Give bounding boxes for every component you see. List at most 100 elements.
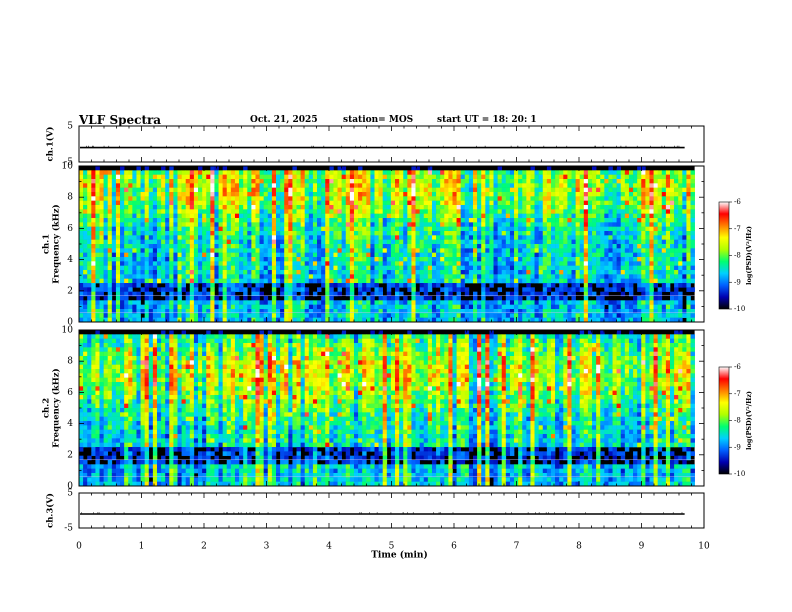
spectrogram-cell — [411, 200, 416, 206]
spectrogram-cell — [542, 270, 548, 275]
spectrogram-cell — [95, 187, 100, 193]
spectrogram-cell — [198, 291, 203, 297]
spectrogram-cell — [567, 265, 572, 271]
spectrogram-cell — [579, 192, 585, 197]
spectrogram-cell — [645, 317, 650, 323]
spectrogram-cell — [337, 231, 342, 236]
spectrogram-cell — [514, 209, 519, 214]
spectrogram-cell — [218, 278, 223, 284]
spectrogram-cell — [674, 235, 679, 240]
spectrogram-cell — [600, 270, 605, 275]
spectrogram-cell — [665, 213, 671, 219]
spectrogram-cell — [674, 257, 679, 262]
spectrogram-cell — [612, 196, 617, 201]
spectrogram-cell — [538, 209, 544, 214]
spectrogram-cell — [468, 209, 474, 214]
spectrogram-cell — [518, 226, 523, 232]
spectrogram-cell — [587, 252, 593, 258]
spectrogram-cell — [489, 205, 494, 210]
spectrogram-cell — [378, 174, 383, 180]
spectrogram-cell — [596, 192, 601, 197]
spectrogram-cell — [239, 313, 244, 318]
spectrogram-cell — [296, 192, 301, 197]
spectrogram-cell — [415, 317, 420, 323]
spectrogram-cell — [267, 218, 273, 223]
spectrogram-cell — [641, 274, 646, 279]
spectrogram-cell — [226, 265, 232, 271]
spectrogram-cell — [124, 287, 129, 292]
spectrogram-cell — [436, 213, 441, 219]
spectrogram-cell — [550, 170, 556, 175]
spectrogram-cell — [288, 218, 293, 223]
spectrogram-cell — [341, 283, 347, 288]
spectrogram-cell — [485, 261, 490, 266]
spectrogram-cell — [91, 252, 96, 258]
spectrogram-cell — [473, 192, 478, 197]
spectrogram-cell — [107, 200, 113, 206]
spectrogram-cell — [440, 257, 445, 262]
spectrogram-cell — [95, 222, 100, 227]
spectrogram-cell — [555, 231, 560, 236]
spectrogram-cell — [202, 309, 207, 314]
spectrogram-cell — [555, 174, 560, 180]
spectrogram-cell — [325, 179, 330, 184]
spectrogram-cell — [173, 209, 178, 214]
spectrogram-cell — [583, 261, 589, 266]
spectrogram-cell — [608, 200, 613, 206]
spectrogram-cell — [538, 226, 544, 232]
spectrogram-cell — [534, 257, 539, 262]
spectrogram-cell — [514, 252, 519, 258]
spectrogram-cell — [349, 244, 355, 249]
spectrogram-cell — [374, 183, 379, 188]
spectrogram-cell — [534, 213, 539, 219]
spectrogram-cell — [403, 313, 408, 318]
spectrogram-cell — [169, 309, 174, 314]
spectrogram-cell — [280, 274, 285, 279]
spectrogram-cell — [234, 222, 240, 227]
spectrogram-cell — [214, 213, 219, 219]
spectrogram-cell — [358, 278, 363, 284]
spectrogram-cell — [407, 226, 412, 232]
spectrogram-cell — [633, 270, 638, 275]
spectrogram-cell — [185, 300, 191, 305]
spectrogram-cell — [345, 252, 351, 258]
spectrogram-cell — [308, 309, 314, 314]
spectrogram-cell — [456, 213, 461, 219]
spectrogram-cell — [600, 278, 605, 284]
spectrogram-cell — [358, 209, 363, 214]
spectrogram-cell — [341, 174, 347, 180]
spectrogram-cell — [419, 213, 425, 219]
spectrogram-cell — [456, 187, 461, 193]
spectrogram-cell — [592, 222, 597, 227]
spectrogram-cell — [300, 257, 306, 262]
spectrogram-cell — [111, 209, 117, 214]
spectrogram-cell — [682, 183, 687, 188]
spectrogram-cell — [193, 200, 199, 206]
spectrogram-cell — [468, 239, 474, 245]
spectrogram-cell — [308, 274, 314, 279]
spectrogram-cell — [440, 226, 445, 232]
spectrogram-cell — [308, 213, 314, 219]
spectrogram-cell — [136, 261, 141, 266]
spectrogram-cell — [427, 274, 433, 279]
spectrogram-cell — [555, 226, 560, 232]
spectrogram-cell — [140, 231, 145, 236]
spectrogram-cell — [230, 218, 236, 223]
spectrogram-cell — [579, 248, 585, 253]
spectrogram-cell — [427, 231, 433, 236]
spectrogram-cell — [362, 248, 367, 253]
spectrogram-cell — [633, 244, 638, 249]
spectrogram-cell — [596, 187, 601, 193]
spectrogram-cell — [423, 309, 429, 314]
spectrogram-cell — [555, 296, 560, 301]
spectrogram-cell — [452, 304, 457, 310]
spectrogram-cell — [587, 235, 593, 240]
spectrogram-cell — [452, 248, 457, 253]
spectrogram-cell — [501, 192, 507, 197]
spectrogram-cell — [276, 304, 281, 310]
spectrogram-cell — [165, 218, 170, 223]
spectrogram-cell — [276, 313, 281, 318]
spectrogram-cell — [181, 213, 186, 219]
spectrogram-cell — [431, 252, 437, 258]
spectrogram-cell — [431, 187, 437, 193]
